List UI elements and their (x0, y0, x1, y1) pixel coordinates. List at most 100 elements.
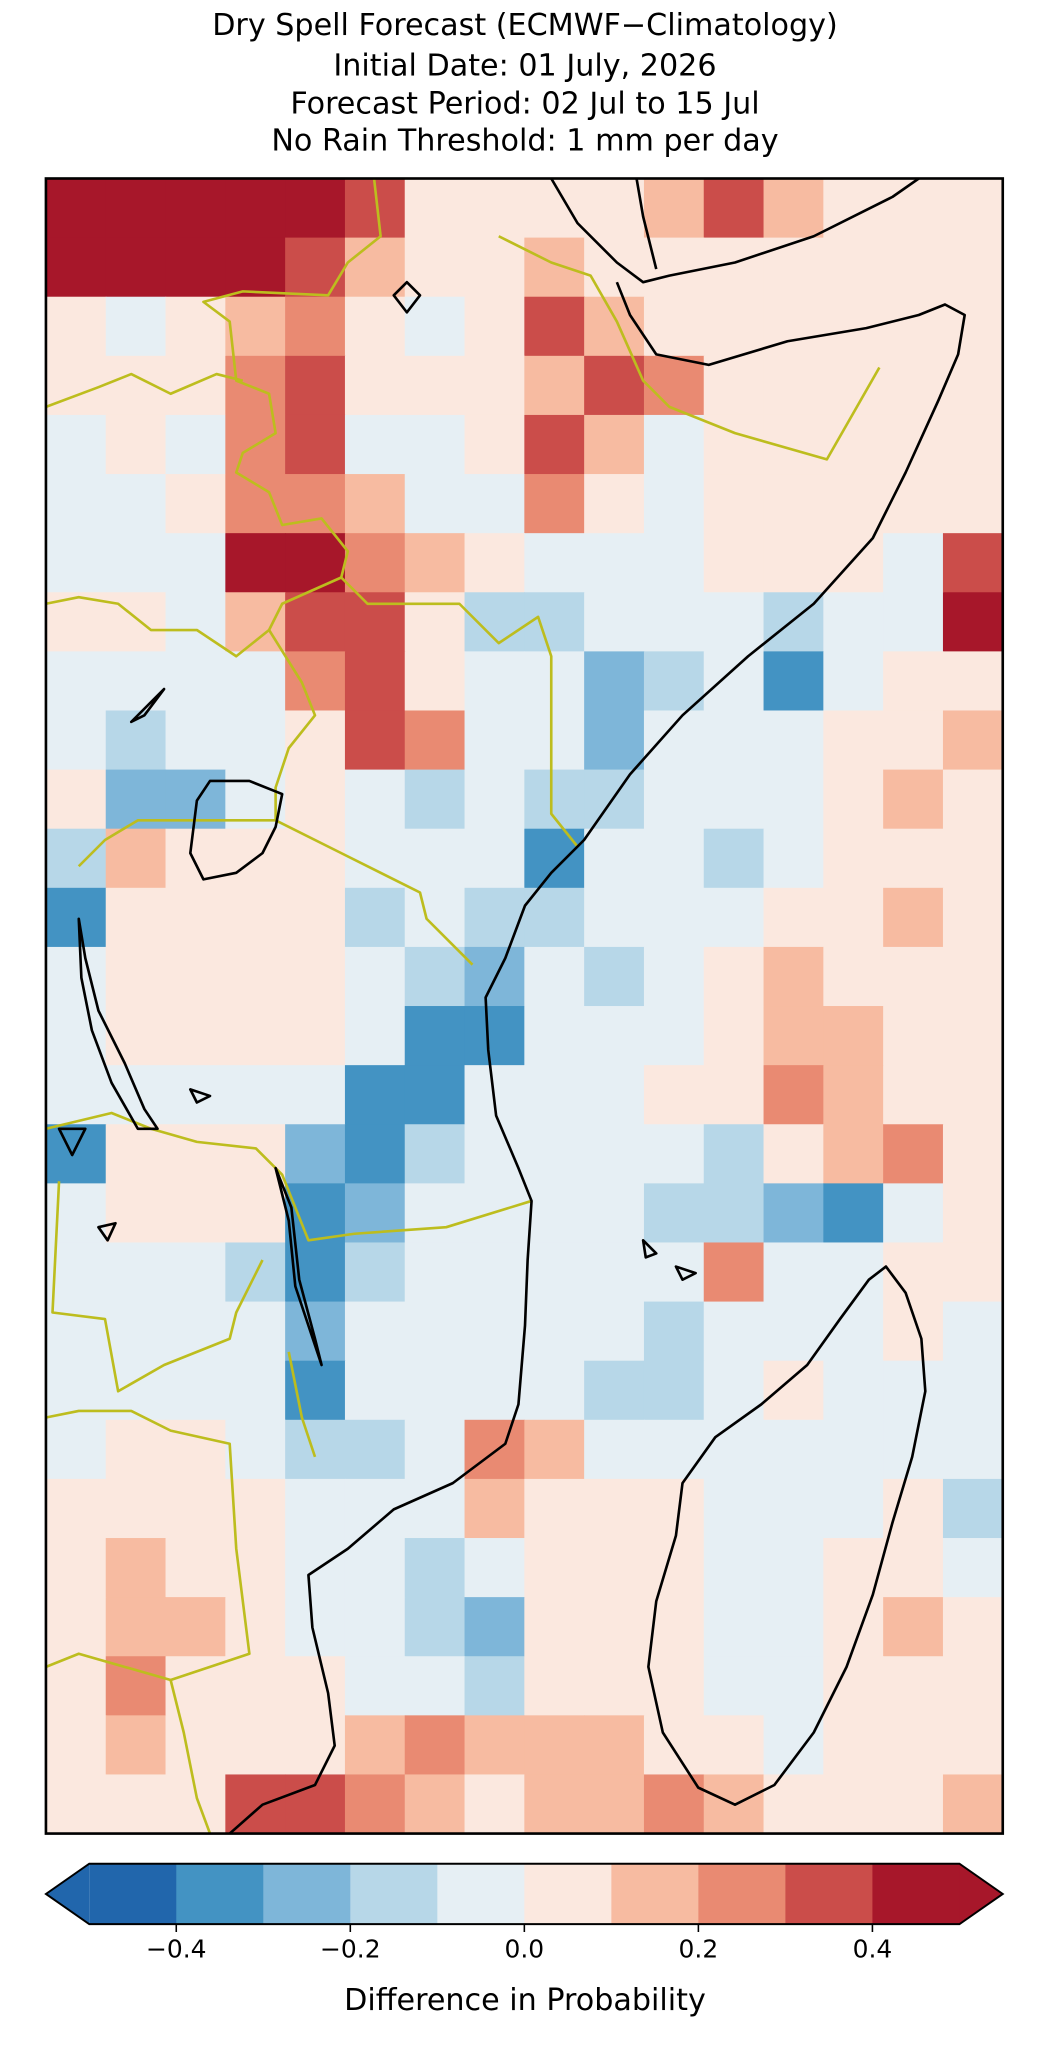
grid-cell (464, 414, 525, 475)
grid-cell (165, 1242, 226, 1303)
grid-cell (344, 1360, 406, 1421)
grid-cell (883, 237, 944, 298)
grid-cell (105, 1124, 167, 1185)
grid-cell (584, 1715, 645, 1776)
grid-cell (524, 1360, 585, 1421)
grid-cell (344, 474, 406, 534)
grid-cell (763, 474, 825, 534)
grid-cell (703, 769, 765, 830)
grid-cell (524, 1183, 585, 1244)
grid-cell (763, 1065, 825, 1125)
colorbar-tick-label: 0.0 (505, 1934, 545, 1963)
grid-cell (404, 1065, 466, 1125)
grid-cell (45, 1065, 107, 1125)
grid-cell (883, 178, 944, 239)
grid-cell (524, 769, 585, 830)
grid-cell (285, 828, 346, 889)
grid-cell (285, 592, 346, 653)
grid-cell (643, 1301, 705, 1362)
grid-cell (942, 414, 1003, 475)
grid-cell (703, 828, 765, 889)
grid-cell (584, 1183, 645, 1244)
grid-cell (165, 1065, 226, 1125)
grid-cell (524, 1124, 585, 1185)
title-block: Dry Spell Forecast (ECMWF−Climatology) I… (212, 8, 838, 159)
grid-cell (763, 710, 825, 771)
grid-cell (703, 1715, 765, 1776)
grid-cell (763, 1656, 825, 1717)
grid-cell (883, 1715, 944, 1776)
grid-cell (105, 1478, 167, 1539)
grid-cell (942, 1124, 1003, 1185)
grid-cell (584, 1360, 645, 1421)
grid-cell (703, 651, 765, 712)
grid-cell (584, 1419, 645, 1480)
grid-cell (643, 592, 705, 653)
grid-cell (703, 592, 765, 653)
grid-cell (643, 651, 705, 712)
grid-cell (285, 1715, 346, 1776)
grid-cell (883, 1242, 944, 1303)
grid-cell (285, 414, 346, 475)
grid-cell (942, 1419, 1003, 1480)
colorbar: −0.4 −0.2 0.0 0.2 0.4 (44, 1862, 1005, 1963)
grid-cell (344, 296, 406, 357)
grid-cell (823, 1006, 884, 1066)
grid-cell (105, 828, 167, 889)
grid-cell (165, 1478, 226, 1539)
grid-cell (464, 296, 525, 357)
grid-cell (464, 1360, 525, 1421)
grid-cell (45, 651, 107, 712)
grid-cell (45, 1597, 107, 1657)
grid-cell (225, 1538, 286, 1598)
grid-cell (45, 1774, 107, 1834)
grid-cell (823, 474, 884, 534)
grid-cell (404, 828, 466, 889)
grid-cell (823, 946, 884, 1007)
grid-cell (883, 414, 944, 475)
grid-cell (883, 1183, 944, 1244)
grid-cell (404, 1242, 466, 1303)
grid-cell (524, 1597, 585, 1657)
grid-cell (464, 1774, 525, 1834)
grid-cell (225, 1715, 286, 1776)
grid-cell (942, 237, 1003, 298)
grid-cell (524, 1715, 585, 1776)
grid-cell (344, 1301, 406, 1362)
grid-cell (584, 1656, 645, 1717)
grid-cell (285, 651, 346, 712)
grid-cell (643, 178, 705, 239)
grid-cell (464, 1715, 525, 1776)
grid-cell (225, 1124, 286, 1185)
grid-cell (643, 1006, 705, 1066)
grid-cell (45, 178, 107, 239)
country-border (45, 595, 270, 658)
grid-cell (464, 237, 525, 298)
grid-cell (464, 887, 525, 948)
grid-cell (703, 355, 765, 416)
grid-cell (942, 1242, 1003, 1303)
grid-cell (105, 1715, 167, 1776)
grid-cell (165, 651, 226, 712)
grid-cell (404, 178, 466, 239)
grid-cell (165, 474, 226, 534)
grid-cell (643, 296, 705, 357)
grid-cell (883, 1301, 944, 1362)
grid-cell (524, 1478, 585, 1539)
grid-cell (883, 710, 944, 771)
grid-cell (285, 1597, 346, 1657)
grid-cell (165, 296, 226, 357)
grid-cell (285, 1538, 346, 1598)
grid-cell (524, 1656, 585, 1717)
grid-cell (823, 1478, 884, 1539)
country-border (77, 576, 342, 868)
grid-cell (45, 355, 107, 416)
grid-cell (883, 1656, 944, 1717)
grid-cell (45, 237, 107, 298)
grid-cell (165, 533, 226, 593)
grid-cell (703, 1419, 765, 1480)
colorbar-segment (176, 1863, 264, 1925)
grid-cell (942, 1183, 1003, 1244)
grid-cell (225, 1301, 286, 1362)
grid-cell (883, 1597, 944, 1657)
